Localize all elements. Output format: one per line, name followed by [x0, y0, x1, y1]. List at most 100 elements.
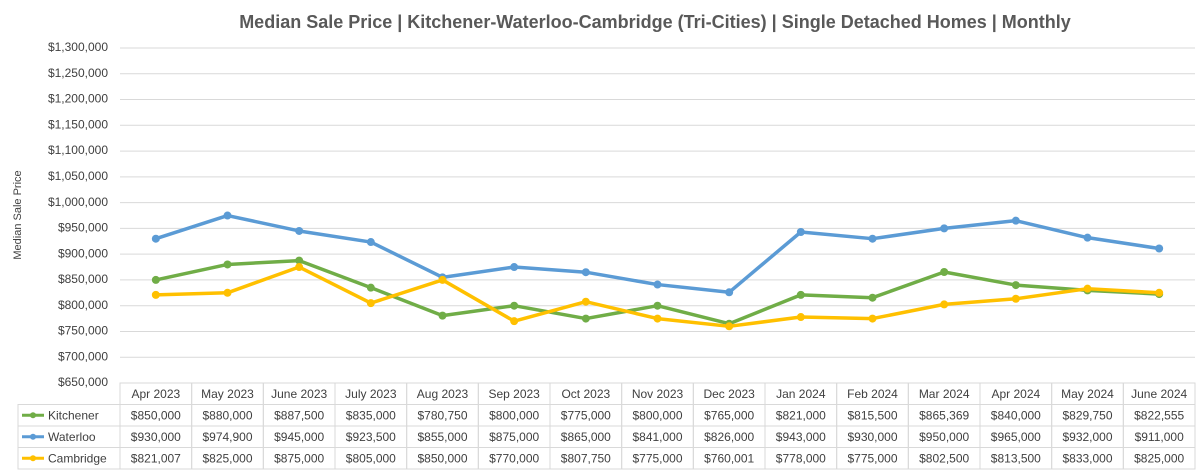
y-axis-label: Median Sale Price: [12, 170, 24, 259]
table-value: $775,000: [632, 451, 682, 465]
table-value: $765,000: [704, 408, 754, 422]
point: [653, 314, 662, 323]
y-tick-label: $1,200,000: [48, 92, 108, 106]
point: [1011, 281, 1020, 290]
point: [725, 288, 734, 297]
point: [940, 224, 949, 233]
table-value: $923,500: [346, 430, 396, 444]
point: [868, 314, 877, 323]
x-tick-label: Aug 2023: [417, 387, 469, 401]
table-value: $855,000: [417, 430, 467, 444]
point: [796, 290, 805, 299]
table-value: $807,750: [561, 451, 611, 465]
table-value: $775,000: [847, 451, 897, 465]
table-value: $825,000: [202, 451, 252, 465]
table-value: $974,900: [202, 430, 252, 444]
x-tick-label: July 2023: [345, 387, 397, 401]
table-value: $841,000: [632, 430, 682, 444]
table-value: $943,000: [776, 430, 826, 444]
chart-title: Median Sale Price | Kitchener-Waterloo-C…: [239, 12, 1071, 32]
x-tick-label: Apr 2024: [991, 387, 1040, 401]
x-tick-label: June 2023: [271, 387, 327, 401]
table-value: $850,000: [131, 408, 181, 422]
legend-label: Waterloo: [48, 430, 96, 444]
table-value: $965,000: [991, 430, 1041, 444]
table-value: $930,000: [847, 430, 897, 444]
point: [438, 275, 447, 284]
table-value: $865,000: [561, 430, 611, 444]
x-tick-label: May 2023: [201, 387, 254, 401]
y-tick-label: $700,000: [58, 349, 108, 363]
table-value: $911,000: [1135, 430, 1184, 444]
point: [725, 322, 734, 331]
y-tick-label: $750,000: [58, 324, 108, 338]
y-tick-label: $650,000: [58, 375, 108, 389]
table-value: $833,000: [1062, 451, 1112, 465]
x-tick-label: Dec 2023: [703, 387, 755, 401]
y-tick-label: $800,000: [58, 298, 108, 312]
table-value: $800,000: [489, 408, 539, 422]
point: [1011, 216, 1020, 225]
table-value: $815,500: [847, 408, 897, 422]
point: [1083, 233, 1092, 242]
y-tick-label: $900,000: [58, 246, 108, 260]
x-tick-label: Jan 2024: [776, 387, 826, 401]
table-value: $835,000: [346, 408, 396, 422]
legend-key-marker: [30, 455, 36, 462]
x-tick-label: June 2024: [1131, 387, 1187, 401]
table-value: $826,000: [704, 430, 754, 444]
point: [151, 290, 160, 299]
table-value: $865,369: [919, 408, 969, 422]
point: [796, 227, 805, 236]
point: [151, 234, 160, 243]
point: [1155, 288, 1164, 297]
table-value: $950,000: [919, 430, 969, 444]
x-tick-label: May 2024: [1061, 387, 1114, 401]
point: [1083, 284, 1092, 293]
table-value: $875,000: [274, 451, 324, 465]
point: [510, 317, 519, 326]
table-value: $775,000: [561, 408, 611, 422]
table-value: $825,000: [1134, 451, 1184, 465]
point: [868, 234, 877, 243]
table-value: $778,000: [776, 451, 826, 465]
point: [1155, 244, 1164, 253]
y-tick-label: $1,300,000: [48, 40, 108, 54]
y-tick-label: $1,150,000: [48, 117, 108, 131]
x-tick-label: Mar 2024: [919, 387, 970, 401]
table-value: $850,000: [417, 451, 467, 465]
point: [366, 299, 375, 308]
point: [940, 300, 949, 309]
legend-label: Kitchener: [48, 408, 99, 422]
table-cell: [1122, 447, 1196, 470]
point: [366, 238, 375, 247]
table-value: $829,750: [1062, 408, 1112, 422]
x-tick-label: Oct 2023: [561, 387, 610, 401]
legend-key-marker: [30, 433, 36, 440]
table-value: $840,000: [991, 408, 1041, 422]
table-value: $821,007: [131, 451, 181, 465]
y-tick-label: $1,100,000: [48, 143, 108, 157]
legend-key-marker: [30, 412, 36, 419]
point: [510, 301, 519, 310]
point: [868, 293, 877, 302]
table-value: $770,000: [489, 451, 539, 465]
point: [151, 275, 160, 284]
point: [366, 283, 375, 292]
table-value: $805,000: [346, 451, 396, 465]
table-value: $821,000: [776, 408, 826, 422]
point: [295, 263, 304, 272]
x-tick-label: Feb 2024: [847, 387, 898, 401]
table-value: $875,000: [489, 430, 539, 444]
point: [581, 297, 590, 306]
point: [295, 226, 304, 235]
table-value: $800,000: [632, 408, 682, 422]
point: [223, 260, 232, 269]
point: [581, 268, 590, 277]
x-tick-label: Apr 2023: [131, 387, 180, 401]
table-value: $887,500: [274, 408, 324, 422]
point: [581, 314, 590, 323]
table-value: $813,500: [991, 451, 1041, 465]
legend-label: Cambridge: [48, 451, 107, 465]
